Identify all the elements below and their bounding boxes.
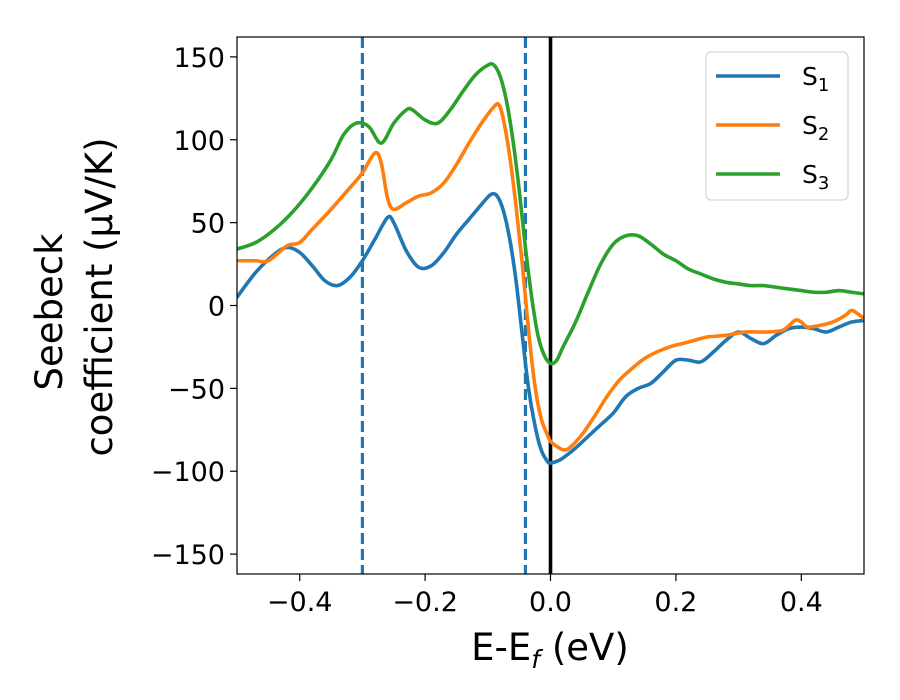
y-tick-label: 150: [173, 43, 225, 74]
y-axis-ticks: −150 −100 −50 0 50 100 150: [151, 43, 237, 571]
series-line-s3: [237, 62, 864, 366]
x-axis-label-main: E-E: [471, 626, 531, 669]
y-tick-label: 50: [191, 209, 225, 240]
x-axis-label: E-Ef (eV): [471, 626, 629, 674]
series-line-s1: [237, 191, 864, 465]
y-tick-label: −100: [151, 457, 225, 488]
x-tick-label: −0.2: [392, 587, 458, 618]
series-group: [237, 62, 864, 465]
legend-label-s1: S1: [802, 62, 829, 96]
legend-label-s2: S2: [802, 111, 829, 145]
x-tick-label: 0.0: [529, 587, 572, 618]
legend: S1 S2 S3: [705, 51, 849, 201]
x-tick-label: −0.4: [267, 587, 333, 618]
series-line-s2: [237, 101, 864, 452]
reference-lines: [360, 37, 553, 574]
x-axis-ticks: −0.4 −0.2 0.0 0.2 0.4: [267, 574, 823, 618]
x-tick-label: 0.4: [780, 587, 823, 618]
y-axis-label-line2: coefficient (μV/K): [78, 137, 121, 456]
legend-entries: S1 S2 S3: [716, 62, 829, 194]
y-tick-label: −50: [168, 374, 225, 405]
y-axis-label-line1: Seebeck: [28, 233, 71, 391]
y-tick-label: 100: [173, 126, 225, 157]
y-tick-label: 0: [208, 292, 225, 323]
x-axis-label-unit: (eV): [540, 626, 629, 669]
y-tick-label: −150: [151, 540, 225, 571]
legend-label-s3: S3: [802, 160, 829, 194]
x-tick-label: 0.2: [654, 587, 697, 618]
